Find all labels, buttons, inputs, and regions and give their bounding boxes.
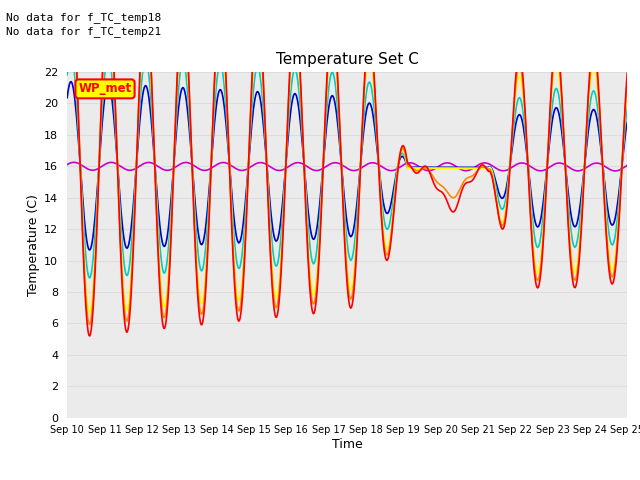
TC_C -32cm bbox=[63, 162, 71, 168]
TC_C +8cm bbox=[417, 167, 425, 172]
TC_C -32cm bbox=[612, 168, 620, 174]
TC_C +8cm bbox=[219, 30, 227, 36]
TC_C +8cm bbox=[132, 159, 140, 165]
TC_C +4cm bbox=[63, 43, 71, 49]
Title: Temperature Set C: Temperature Set C bbox=[276, 52, 419, 67]
TC_C -4cm bbox=[63, 72, 71, 78]
TC_C -32cm bbox=[189, 162, 196, 168]
TC_C +8cm bbox=[189, 194, 197, 200]
TC_C +8cm bbox=[67, 0, 75, 5]
TC_C -4cm bbox=[189, 183, 197, 189]
TC_C -8cm bbox=[132, 160, 140, 166]
TC_C +12cm bbox=[189, 199, 197, 204]
TC_C -8cm bbox=[63, 95, 71, 100]
TC_C -32cm bbox=[74, 160, 82, 166]
TC_C -4cm bbox=[132, 159, 140, 165]
TC_C -4cm bbox=[74, 123, 82, 129]
TC_C +4cm bbox=[67, 15, 75, 21]
TC_C -8cm bbox=[433, 165, 441, 170]
TC_C +8cm bbox=[433, 180, 441, 185]
TC_C +12cm bbox=[63, 20, 71, 25]
TC_C +8cm bbox=[623, 79, 631, 84]
TC_C +12cm bbox=[623, 70, 631, 76]
Y-axis label: Temperature (C): Temperature (C) bbox=[27, 194, 40, 296]
TC_C -4cm bbox=[623, 105, 631, 110]
TC_C -32cm bbox=[416, 164, 424, 170]
Text: No data for f_TC_temp18: No data for f_TC_temp18 bbox=[6, 12, 162, 23]
TC_C +4cm bbox=[189, 190, 197, 195]
TC_C +12cm bbox=[86, 333, 93, 339]
TC_C +4cm bbox=[132, 158, 140, 164]
Line: TC_C -32cm: TC_C -32cm bbox=[67, 162, 627, 171]
TC_C -32cm bbox=[623, 162, 631, 168]
TC_C +12cm bbox=[219, 17, 227, 23]
TC_C +4cm bbox=[219, 43, 227, 49]
TC_C +4cm bbox=[417, 165, 425, 171]
TC_C -32cm bbox=[433, 165, 440, 171]
TC_C +8cm bbox=[63, 32, 71, 37]
Line: TC_C +12cm: TC_C +12cm bbox=[67, 0, 627, 336]
TC_C +4cm bbox=[74, 111, 82, 117]
X-axis label: Time: Time bbox=[332, 438, 363, 451]
TC_C -4cm bbox=[417, 165, 425, 170]
TC_C +4cm bbox=[86, 310, 93, 316]
TC_C -8cm bbox=[86, 247, 93, 253]
Line: TC_C +4cm: TC_C +4cm bbox=[67, 18, 627, 313]
TC_C -8cm bbox=[74, 133, 82, 139]
TC_C +12cm bbox=[417, 167, 425, 173]
TC_C -8cm bbox=[219, 95, 227, 100]
TC_C -4cm bbox=[86, 275, 93, 281]
Text: No data for f_TC_temp21: No data for f_TC_temp21 bbox=[6, 26, 162, 37]
TC_C +12cm bbox=[74, 104, 82, 110]
TC_C -8cm bbox=[67, 79, 75, 84]
Line: TC_C -8cm: TC_C -8cm bbox=[67, 82, 627, 250]
TC_C -32cm bbox=[132, 166, 140, 171]
TC_C +4cm bbox=[623, 86, 631, 92]
TC_C +8cm bbox=[74, 107, 82, 113]
TC_C -8cm bbox=[189, 178, 197, 184]
TC_C -32cm bbox=[218, 160, 226, 166]
TC_C -4cm bbox=[67, 50, 75, 56]
TC_C -4cm bbox=[433, 165, 441, 171]
TC_C +12cm bbox=[132, 161, 140, 167]
TC_C -8cm bbox=[417, 164, 425, 170]
Line: TC_C -4cm: TC_C -4cm bbox=[67, 53, 627, 278]
TC_C +12cm bbox=[433, 186, 441, 192]
Line: TC_C +8cm: TC_C +8cm bbox=[67, 2, 627, 324]
TC_C +8cm bbox=[86, 322, 93, 327]
Legend: TC_C -32cm, TC_C -8cm, TC_C -4cm, TC_C +4cm, TC_C +8cm, TC_C +12cm: TC_C -32cm, TC_C -8cm, TC_C -4cm, TC_C +… bbox=[40, 477, 640, 480]
TC_C +4cm bbox=[433, 166, 441, 171]
TC_C -32cm bbox=[70, 159, 78, 165]
Text: WP_met: WP_met bbox=[79, 83, 132, 96]
TC_C -4cm bbox=[219, 72, 227, 78]
TC_C -8cm bbox=[623, 119, 631, 125]
